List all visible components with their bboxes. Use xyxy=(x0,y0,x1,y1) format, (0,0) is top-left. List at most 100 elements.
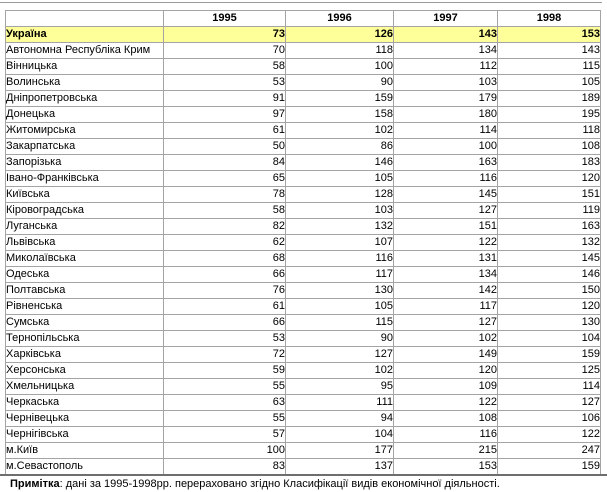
table-row: Миколаївська 68 116 131 145 xyxy=(5,250,601,267)
value-cell: 100 xyxy=(393,138,498,155)
value-cell: 132 xyxy=(285,218,394,235)
region-name-cell: Миколаївська xyxy=(5,250,164,267)
value-cell: 61 xyxy=(163,122,286,139)
value-cell: 163 xyxy=(393,154,498,171)
value-cell: 90 xyxy=(285,74,394,91)
value-cell: 189 xyxy=(497,90,601,107)
value-cell: 105 xyxy=(285,170,394,187)
value-cell: 117 xyxy=(393,298,498,315)
value-cell: 86 xyxy=(285,138,394,155)
value-cell: 78 xyxy=(163,186,286,203)
value-cell: 151 xyxy=(497,186,601,203)
region-name-cell: м.Севастополь xyxy=(5,458,164,475)
bottom-divider xyxy=(0,474,607,476)
value-cell: 58 xyxy=(163,58,286,75)
value-cell: 50 xyxy=(163,138,286,155)
value-cell: 114 xyxy=(497,378,601,395)
value-cell: 114 xyxy=(393,122,498,139)
table-row: Львівська 62 107 122 132 xyxy=(5,234,601,251)
table-row: Донецька 97 158 180 195 xyxy=(5,106,601,123)
table-row: Рівненська 61 105 117 120 xyxy=(5,298,601,315)
value-cell: 115 xyxy=(497,58,601,75)
value-cell: 105 xyxy=(285,298,394,315)
table-row: Автономна Республіка Крим 70 118 134 143 xyxy=(5,42,601,59)
table-row: Волинська 53 90 103 105 xyxy=(5,74,601,91)
value-cell: 132 xyxy=(497,234,601,251)
table-row: Житомирська 61 102 114 118 xyxy=(5,122,601,139)
value-cell: 153 xyxy=(497,26,601,43)
region-name-cell: Івано-Франківська xyxy=(5,170,164,187)
value-cell: 66 xyxy=(163,266,286,283)
value-cell: 126 xyxy=(285,26,394,43)
region-name-cell: Кіровоградська xyxy=(5,202,164,219)
region-name-cell: Запорізька xyxy=(5,154,164,171)
year-header: 1997 xyxy=(393,10,498,27)
value-cell: 63 xyxy=(163,394,286,411)
table-row: Хмельницька 55 95 109 114 xyxy=(5,378,601,395)
table-row: Кіровоградська 58 103 127 119 xyxy=(5,202,601,219)
value-cell: 122 xyxy=(393,394,498,411)
region-name-cell: Херсонська xyxy=(5,362,164,379)
regions-years-table: 1995 1996 1997 1998 Україна 73 126 143 153 Автон… xyxy=(5,10,601,475)
table-row: Закарпатська 50 86 100 108 xyxy=(5,138,601,155)
region-name-cell: Тернопільська xyxy=(5,330,164,347)
value-cell: 58 xyxy=(163,202,286,219)
header-row: 1995 1996 1997 1998 xyxy=(5,10,601,27)
value-cell: 102 xyxy=(285,362,394,379)
value-cell: 120 xyxy=(497,298,601,315)
region-name-cell: Донецька xyxy=(5,106,164,123)
value-cell: 180 xyxy=(393,106,498,123)
table-row: Одеська 66 117 134 146 xyxy=(5,266,601,283)
table-row: Полтавська 76 130 142 150 xyxy=(5,282,601,299)
value-cell: 102 xyxy=(285,122,394,139)
region-name-cell: Волинська xyxy=(5,74,164,91)
value-cell: 120 xyxy=(393,362,498,379)
value-cell: 55 xyxy=(163,378,286,395)
value-cell: 150 xyxy=(497,282,601,299)
value-cell: 130 xyxy=(497,314,601,331)
value-cell: 100 xyxy=(285,58,394,75)
value-cell: 118 xyxy=(285,42,394,59)
value-cell: 131 xyxy=(393,250,498,267)
table-row: Київська 78 128 145 151 xyxy=(5,186,601,203)
value-cell: 53 xyxy=(163,330,286,347)
value-cell: 142 xyxy=(393,282,498,299)
top-divider xyxy=(0,2,602,3)
region-name-cell: Одеська xyxy=(5,266,164,283)
value-cell: 183 xyxy=(497,154,601,171)
region-name-cell: м.Київ xyxy=(5,442,164,459)
value-cell: 95 xyxy=(285,378,394,395)
footnote-label: Примітка xyxy=(10,478,60,490)
value-cell: 127 xyxy=(393,314,498,331)
value-cell: 115 xyxy=(285,314,394,331)
value-cell: 134 xyxy=(393,266,498,283)
year-header: 1996 xyxy=(285,10,394,27)
value-cell: 247 xyxy=(497,442,601,459)
table-row: Чернігівська 57 104 116 122 xyxy=(5,426,601,443)
value-cell: 159 xyxy=(497,346,601,363)
region-name-cell: Закарпатська xyxy=(5,138,164,155)
region-name-cell: Полтавська xyxy=(5,282,164,299)
table-row: Херсонська 59 102 120 125 xyxy=(5,362,601,379)
value-cell: 70 xyxy=(163,42,286,59)
value-cell: 146 xyxy=(497,266,601,283)
region-name-cell: Чернігівська xyxy=(5,426,164,443)
value-cell: 68 xyxy=(163,250,286,267)
value-cell: 127 xyxy=(393,202,498,219)
region-name-cell: Житомирська xyxy=(5,122,164,139)
table-row: м.Севастополь 83 137 153 159 xyxy=(5,458,601,475)
value-cell: 108 xyxy=(497,138,601,155)
value-cell: 118 xyxy=(497,122,601,139)
value-cell: 134 xyxy=(393,42,498,59)
value-cell: 116 xyxy=(393,426,498,443)
value-cell: 66 xyxy=(163,314,286,331)
value-cell: 105 xyxy=(497,74,601,91)
value-cell: 55 xyxy=(163,410,286,427)
value-cell: 149 xyxy=(393,346,498,363)
region-name-cell: Україна xyxy=(5,26,164,43)
value-cell: 59 xyxy=(163,362,286,379)
value-cell: 100 xyxy=(163,442,286,459)
value-cell: 143 xyxy=(497,42,601,59)
value-cell: 159 xyxy=(285,90,394,107)
